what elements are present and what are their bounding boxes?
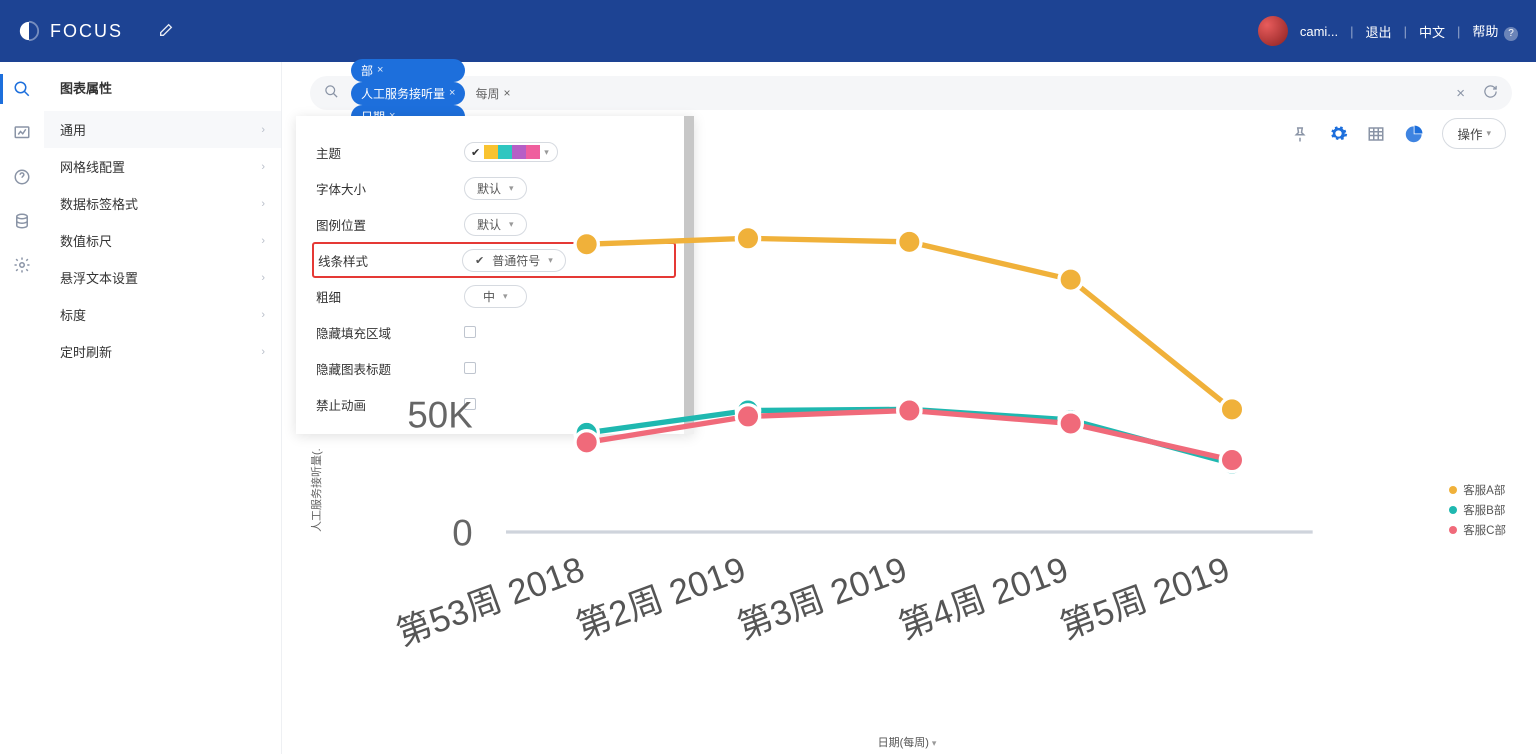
chevron-down-icon: ▾ <box>932 738 937 748</box>
legend-dot-icon <box>1449 526 1457 534</box>
chart-legend: 客服A部客服B部客服C部 <box>1449 482 1506 542</box>
rail-settings-icon[interactable] <box>13 256 31 274</box>
query-plain-term[interactable]: 每周× <box>475 85 510 102</box>
avatar[interactable] <box>1258 16 1288 46</box>
chevron-down-icon: ▾ <box>1486 128 1491 139</box>
chevron-right-icon: › <box>261 309 265 321</box>
prop-row-3[interactable]: 数值标尺 › <box>44 222 281 259</box>
help-link[interactable]: 帮助 ? <box>1472 21 1518 41</box>
clear-query-icon[interactable]: × <box>1456 85 1465 102</box>
left-icon-rail <box>0 62 44 754</box>
chevron-right-icon: › <box>261 346 265 358</box>
chevron-right-icon: › <box>261 198 265 210</box>
prop-row-6[interactable]: 定时刷新 › <box>44 333 281 370</box>
help-badge-icon: ? <box>1504 27 1518 41</box>
query-pill[interactable]: 人工服务接听量× <box>351 82 465 105</box>
svg-text:50K: 50K <box>407 394 473 435</box>
prop-row-2[interactable]: 数据标签格式 › <box>44 185 281 222</box>
svg-text:0: 0 <box>452 512 472 553</box>
prop-label: 网格线配置 <box>60 157 125 176</box>
line-chart: 人工服务接听量(. 50K0第53周 2018第2周 2019第3周 2019第… <box>308 152 1506 754</box>
remove-pill-icon[interactable]: × <box>449 87 455 99</box>
remove-plain-term-icon[interactable]: × <box>503 86 510 100</box>
brand-text: FOCUS <box>50 21 123 42</box>
chevron-right-icon: › <box>261 161 265 173</box>
x-axis-title: 日期(每周)▾ <box>878 734 937 750</box>
rail-dashboard-icon[interactable] <box>13 124 31 142</box>
svg-text:第5周 2019: 第5周 2019 <box>1055 550 1235 647</box>
legend-item[interactable]: 客服C部 <box>1449 522 1506 538</box>
query-bar[interactable]: 部×人工服务接听量×日期× 每周× × <box>310 76 1512 110</box>
legend-item[interactable]: 客服A部 <box>1449 482 1506 498</box>
chevron-right-icon: › <box>261 124 265 136</box>
properties-title: 图表属性 <box>44 62 281 111</box>
query-pill[interactable]: 部× <box>351 59 465 82</box>
legend-dot-icon <box>1449 506 1457 514</box>
svg-text:第4周 2019: 第4周 2019 <box>894 550 1074 647</box>
pie-chart-icon[interactable] <box>1404 124 1424 144</box>
edit-icon[interactable] <box>158 22 174 41</box>
svg-text:第2周 2019: 第2周 2019 <box>571 550 751 647</box>
top-bar: FOCUS cami... | 退出 | 中文 | 帮助 ? <box>0 0 1536 62</box>
prop-label: 悬浮文本设置 <box>60 268 138 287</box>
legend-dot-icon <box>1449 486 1457 494</box>
logout-link[interactable]: 退出 <box>1366 22 1392 41</box>
rail-data-icon[interactable] <box>13 212 31 230</box>
brand-logo[interactable]: FOCUS <box>18 20 123 42</box>
lang-link[interactable]: 中文 <box>1419 22 1445 41</box>
y-axis-title: 人工服务接听量(. <box>308 448 324 532</box>
gear-icon[interactable] <box>1328 124 1348 144</box>
rail-help-icon[interactable] <box>13 168 31 186</box>
remove-pill-icon[interactable]: × <box>377 64 383 76</box>
chart-actions: 操作▾ <box>1290 118 1506 149</box>
pin-icon[interactable] <box>1290 124 1310 144</box>
legend-item[interactable]: 客服B部 <box>1449 502 1506 518</box>
prop-label: 通用 <box>60 120 86 139</box>
operations-button[interactable]: 操作▾ <box>1442 118 1506 149</box>
focus-logo-icon <box>18 20 40 42</box>
prop-row-4[interactable]: 悬浮文本设置 › <box>44 259 281 296</box>
username[interactable]: cami... <box>1300 24 1338 39</box>
svg-text:第3周 2019: 第3周 2019 <box>732 550 912 647</box>
chart-properties-panel: 图表属性 通用›网格线配置›数据标签格式›数值标尺›悬浮文本设置›标度›定时刷新… <box>44 62 282 754</box>
search-icon <box>324 84 339 102</box>
rail-search-icon[interactable] <box>13 80 31 98</box>
top-right-menu: cami... | 退出 | 中文 | 帮助 ? <box>1258 16 1518 46</box>
prop-label: 数值标尺 <box>60 231 112 250</box>
prop-label: 定时刷新 <box>60 342 112 361</box>
svg-text:第53周 2018: 第53周 2018 <box>391 550 589 654</box>
chart-canvas[interactable]: 50K 0第53周 2018第2周 2019第3周 2019第4周 2019第5周… <box>346 192 1346 692</box>
prop-row-5[interactable]: 标度 › <box>44 296 281 333</box>
refresh-query-icon[interactable] <box>1483 84 1498 103</box>
chevron-right-icon: › <box>261 272 265 284</box>
prop-row-1[interactable]: 网格线配置 › <box>44 148 281 185</box>
prop-label: 数据标签格式 <box>60 194 138 213</box>
chevron-right-icon: › <box>261 235 265 247</box>
prop-label: 标度 <box>60 305 86 324</box>
prop-row-0[interactable]: 通用 › <box>44 111 281 148</box>
table-icon[interactable] <box>1366 124 1386 144</box>
content-area: 部×人工服务接听量×日期× 每周× × 主题 ✔ ▾ <box>282 62 1536 754</box>
